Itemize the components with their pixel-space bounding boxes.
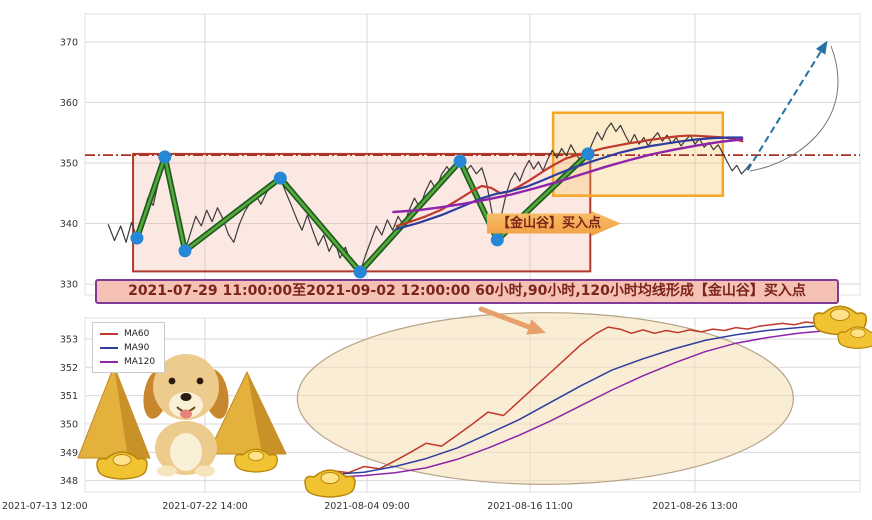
dog-mascot [143, 354, 229, 477]
buy-point-callout: 【金山谷】买入点 [487, 211, 621, 236]
y-tick-label: 350 [60, 419, 78, 430]
y-tick-label: 349 [60, 448, 78, 459]
projection-arrowhead [815, 40, 828, 55]
x-tick-label: 2021-07-22 14:00 [162, 501, 248, 512]
turning-point-marker [353, 265, 367, 279]
annotation-banner: 2021-07-29 11:00:00至2021-09-02 12:00:00 … [95, 279, 839, 304]
projection-arrow-line [746, 40, 829, 171]
turning-point-marker [453, 154, 467, 168]
y-tick-label: 340 [60, 219, 78, 230]
arrow-shaft [478, 306, 532, 330]
focus-ellipse [296, 312, 794, 485]
banner-to-ellipse-arrow [478, 306, 546, 335]
ma60-swatch [100, 333, 118, 335]
legend-item-ma120: MA120 [100, 357, 155, 367]
x-tick-label: 2021-08-26 13:00 [652, 501, 738, 512]
x-tick-label: 2021-07-13 12:00 [2, 501, 88, 512]
ma60-line-bottom [332, 318, 842, 474]
legend-item-ma60: MA60 [100, 329, 155, 339]
dog-chest [170, 433, 202, 471]
legend-label-ma60: MA60 [124, 329, 150, 339]
x-tick-label: 2021-08-16 11:00 [487, 501, 573, 512]
dog-tongue [180, 409, 192, 419]
y-tick-label: 352 [60, 363, 78, 374]
gold-pyramid-left [77, 364, 151, 459]
chart-layers: 330 340 350 360 370 348 349 350 351 352 353 2021-07… [2, 13, 861, 512]
turning-point-marker [130, 231, 144, 245]
ma-legend: MA60 MA90 MA120 [92, 322, 166, 373]
legend-item-ma90: MA90 [100, 343, 155, 353]
legend-label-ma120: MA120 [124, 357, 156, 367]
dog-eye-left [168, 377, 176, 385]
dog-nose [180, 393, 192, 401]
dog-paw-right [195, 465, 215, 477]
ma120-line-bottom [332, 328, 846, 479]
ma120-line-top [392, 138, 744, 214]
y-tick-label: 350 [60, 158, 78, 169]
turning-point-marker [158, 150, 172, 164]
y-tick-label: 348 [60, 476, 78, 487]
dog-muzzle [169, 392, 203, 418]
legend-label-ma90: MA90 [124, 343, 150, 353]
x-tick-label: 2021-08-04 09:00 [324, 501, 410, 512]
turning-point-marker [581, 147, 595, 161]
y-tick-label: 330 [60, 280, 78, 291]
ma90-line-bottom [332, 322, 846, 476]
ma90-swatch [100, 347, 118, 349]
arrow-head [526, 319, 546, 335]
dog-eye-right [196, 377, 204, 385]
pyramid-shade [114, 366, 150, 458]
turning-point-marker [490, 233, 504, 247]
projection-curve [749, 45, 839, 172]
turning-point-marker [273, 171, 287, 185]
pyramid-shade [247, 372, 286, 454]
y-tick-label: 360 [60, 98, 78, 109]
dog-paw-left [157, 465, 177, 477]
y-tick-label: 351 [60, 391, 78, 402]
decorations [77, 45, 872, 498]
y-tick-label: 353 [60, 334, 78, 345]
ma120-swatch [100, 361, 118, 363]
y-tick-label: 370 [60, 37, 78, 48]
turning-point-marker [178, 244, 192, 258]
